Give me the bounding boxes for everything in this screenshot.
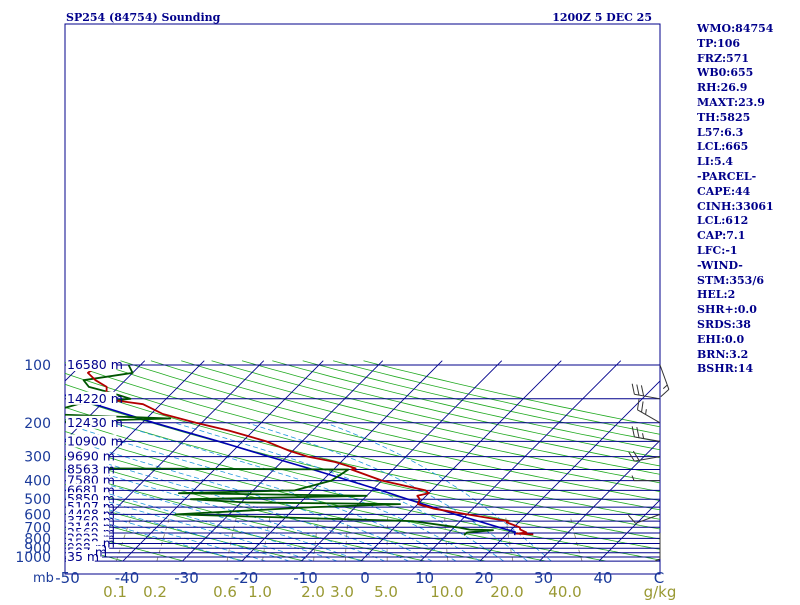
index-line: LCL:665 (697, 140, 797, 155)
isotherm (658, 361, 800, 561)
height-label: 35 m (67, 549, 99, 564)
pressure-tick-label: 100 (24, 358, 51, 374)
mixing-ratio-label: 10.0 (430, 583, 463, 600)
pressure-tick-label: 200 (24, 416, 51, 432)
mixing-ratio-label: 0.2 (143, 583, 167, 600)
pressure-tick-label: 300 (24, 450, 51, 466)
index-line: TP:106 (697, 37, 797, 52)
mixing-ratio-label: 1.0 (248, 583, 272, 600)
mixing-ratio-label: 5.0 (374, 583, 398, 600)
temperature-tick-label: -50 (55, 569, 80, 587)
station-title: SP254 (84754) Sounding (66, 11, 221, 24)
mixing-ratio-label: 40.0 (548, 583, 581, 600)
temperature-tick-label: 40 (593, 569, 612, 587)
index-line: WMO:84754 (697, 22, 797, 37)
temperature-tick-label: 0 (360, 569, 370, 587)
index-line: CAP:7.1 (697, 229, 797, 244)
index-line: -PARCEL- (697, 170, 797, 185)
mixing-ratio-label: 20.0 (490, 583, 523, 600)
wind-barb-staff (660, 365, 669, 389)
index-line: LFC:-1 (697, 244, 797, 259)
index-line: WB0:655 (697, 66, 797, 81)
index-line: TH:5825 (697, 111, 797, 126)
wind-barb-half-flag (663, 385, 667, 389)
height-label: 12430 m (67, 415, 123, 430)
height-label: 16580 m (67, 357, 123, 372)
plot-frame (65, 24, 660, 574)
height-label: 10900 m (67, 433, 123, 448)
wind-barb-flag (661, 389, 669, 396)
index-line: LI:5.4 (697, 155, 797, 170)
index-line: L57:6.3 (697, 126, 797, 141)
mixing-ratio-label: 2.0 (301, 583, 325, 600)
index-line: EHI:0.0 (697, 333, 797, 348)
mixing-ratio-label: 3.0 (330, 583, 354, 600)
index-line: CINH:33061 (697, 200, 797, 215)
isotherm (0, 361, 26, 561)
wind-barb (660, 365, 669, 397)
index-line: CAPE:44 (697, 185, 797, 200)
pressure-tick-label: 500 (24, 492, 51, 508)
index-line: -WIND- (697, 259, 797, 274)
mixing-ratio-label: 0.6 (213, 583, 237, 600)
index-line: LCL:612 (697, 214, 797, 229)
index-line: BRN:3.2 (697, 348, 797, 363)
index-line: SRDS:38 (697, 318, 797, 333)
mixing-ratio-label: 0.1 (103, 583, 127, 600)
index-line: STM:353/6 (697, 274, 797, 289)
mixing-ratio-label: g/kg (644, 583, 677, 600)
pressure-tick-label: 1000 (15, 550, 51, 566)
index-line: SHR+:0.0 (697, 303, 797, 318)
index-line: HEL:2 (697, 288, 797, 303)
index-line: FRZ:571 (697, 52, 797, 67)
sounding-time: 1200Z 5 DEC 25 (552, 11, 652, 24)
index-line: BSHR:14 (697, 362, 797, 377)
pressure-tick-label: 400 (24, 474, 51, 490)
index-line: RH:26.9 (697, 81, 797, 96)
height-label: 14220 m (67, 391, 123, 406)
pressure-unit-label: mb (33, 571, 54, 586)
temperature-tick-label: -30 (174, 569, 199, 587)
index-line: MAXT:23.9 (697, 96, 797, 111)
